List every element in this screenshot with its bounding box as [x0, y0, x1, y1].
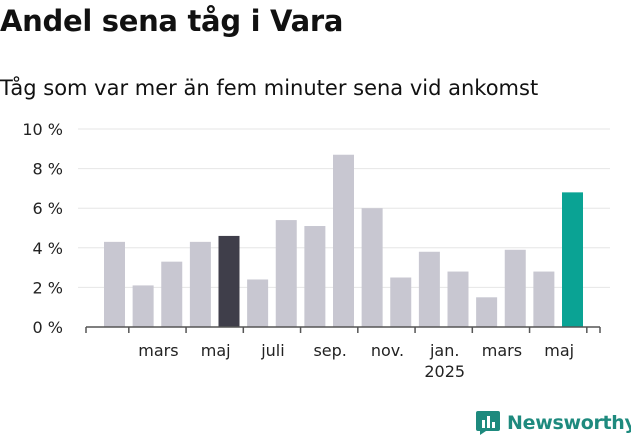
x-axis	[85, 326, 601, 333]
bar	[161, 261, 183, 327]
bar	[104, 241, 125, 327]
bar	[218, 235, 240, 327]
bar	[447, 271, 469, 327]
bar	[390, 277, 412, 327]
y-tick-label: 4 %	[33, 239, 63, 258]
y-axis-labels: 0 % 2 % 4 % 6 % 8 % 10 %	[22, 120, 63, 337]
x-tick-label: juli	[260, 341, 284, 360]
x-tick-label: mars	[482, 341, 522, 360]
brand-name: Newsworthy	[507, 412, 631, 434]
bar	[562, 192, 583, 327]
x-tick-label: nov.	[371, 341, 404, 360]
newsworthy-logo: Newsworthy	[475, 408, 631, 438]
bar	[476, 297, 498, 327]
bar	[132, 285, 154, 327]
y-tick-label: 0 %	[33, 318, 63, 337]
x-axis-labels: mars maj juli sep. nov. jan. 2025 mars maj	[138, 341, 574, 381]
bar	[533, 271, 555, 327]
x-tick-label: maj	[544, 341, 574, 360]
bar	[304, 226, 326, 327]
bar	[247, 279, 269, 327]
x-tick-sublabel: 2025	[424, 362, 465, 381]
x-tick-label: mars	[138, 341, 178, 360]
x-tick-label: sep.	[313, 341, 346, 360]
x-tick-label: jan.	[429, 341, 459, 360]
y-tick-label: 2 %	[33, 278, 63, 297]
y-tick-label: 6 %	[33, 199, 63, 218]
y-tick-label: 10 %	[22, 120, 63, 139]
bar	[333, 154, 354, 327]
bars	[104, 154, 583, 327]
bar	[275, 220, 297, 327]
bar	[361, 208, 383, 327]
bar	[189, 241, 211, 327]
bar	[418, 251, 440, 327]
newsworthy-logo-icon	[476, 411, 500, 435]
x-tick-label: maj	[201, 341, 231, 360]
y-tick-label: 8 %	[33, 160, 63, 179]
chart-title: Andel sena tåg i Vara	[0, 4, 344, 38]
bar	[504, 249, 526, 327]
chart-subtitle: Tåg som var mer än fem minuter sena vid …	[0, 76, 539, 100]
